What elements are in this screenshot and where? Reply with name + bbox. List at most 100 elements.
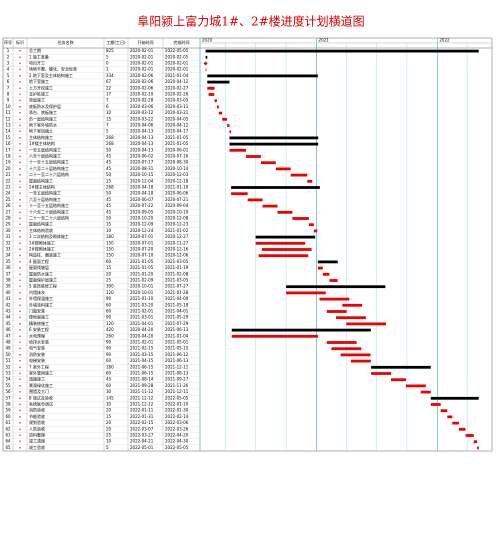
row-flag: ▾ [19, 198, 21, 202]
duration: 20 [106, 271, 112, 276]
row-flag: ▾ [19, 86, 21, 90]
task-name: 负一层结构施工 [29, 115, 57, 121]
duration: 420 [106, 327, 114, 332]
duration: 90 [106, 352, 112, 357]
task-name: 8 调试及验收 [29, 394, 53, 400]
finish-date: 2021-12-11 [165, 364, 189, 369]
row-id: 59 [5, 408, 11, 413]
row-id: 65 [5, 445, 11, 450]
duration: 17 [106, 92, 112, 97]
task-name: 十六至二十层结构施工 [29, 165, 69, 171]
row-id: 5 [7, 73, 10, 78]
task-name: 道路施工 [29, 376, 45, 382]
row-id: 11 [5, 110, 11, 115]
task-name: 电气安装 [29, 345, 45, 351]
start-date: 2020-04-13 [130, 129, 154, 134]
start-date: 2020-07-22 [130, 203, 154, 208]
row-id: 39 [5, 284, 11, 289]
task-bar [420, 390, 431, 394]
start-date: 2022-05-01 [130, 445, 154, 450]
row-id: 14 [5, 129, 11, 134]
start-date: 2021-03-20 [130, 302, 154, 307]
duration: 6 [106, 104, 109, 109]
start-date: 2020-12-09 [130, 222, 154, 227]
year-label: 2021 [319, 38, 330, 43]
row-id: 57 [5, 395, 11, 400]
task-bar [313, 229, 318, 233]
row-id: 61 [5, 420, 11, 425]
task-name: 外墙涂料施工 [29, 301, 53, 307]
row-flag: ▾ [19, 378, 21, 382]
duration: 120 [106, 321, 114, 326]
row-flag: ▾ [19, 372, 21, 376]
finish-date: 2020-10-14 [165, 166, 189, 171]
task-name: 一至五层结构施工 [29, 146, 61, 152]
duration: 50 [106, 216, 112, 221]
task-bar [290, 173, 308, 177]
task-name: 项目开工 [29, 60, 45, 66]
finish-date: 2021-06-12 [165, 352, 189, 357]
start-date: 2021-03-15 [130, 352, 154, 357]
duration: 268 [106, 141, 114, 146]
summary-bar [430, 396, 479, 400]
task-name: 4 屋面工程 [29, 258, 49, 264]
finish-date: 2021-02-08 [165, 271, 189, 276]
task-name: 地下室外墙防水 [29, 122, 57, 128]
row-id: 55 [5, 383, 11, 388]
start-date: 2020-02-01 [130, 54, 154, 59]
row-id: 16 [5, 141, 11, 146]
row-flag: ▾ [19, 186, 21, 190]
duration: 25 [106, 433, 112, 438]
finish-date: 2021-03-05 [165, 278, 189, 283]
row-id: 40 [5, 290, 11, 295]
task-bar [261, 248, 312, 251]
task-bar [452, 421, 459, 425]
duration: 5 [106, 129, 109, 134]
start-date: 2020-10-15 [130, 172, 154, 177]
task-bar [308, 223, 314, 227]
start-date: 2020-09-05 [130, 209, 154, 214]
finish-date: 2021-01-19 [165, 265, 189, 270]
duration: 260 [106, 333, 114, 338]
row-flag: ▾ [19, 334, 21, 338]
duration: 120 [106, 290, 114, 295]
task-name: 2 地下室及主体结构施工 [29, 72, 73, 78]
task-bar [222, 117, 228, 121]
row-flag: ▾ [19, 341, 21, 345]
finish-date: 2021-11-26 [165, 383, 189, 388]
start-date: 2020-04-06 [130, 123, 154, 128]
task-name: 一至五层结构施工 [29, 190, 61, 196]
task-name: 十六至二十层结构施工 [29, 208, 69, 214]
row-id: 34 [5, 253, 11, 258]
row-flag: ▾ [19, 105, 21, 109]
row-id: 41 [5, 296, 11, 301]
task-name: 2#楼砌体施工 [29, 246, 55, 252]
start-date: 2020-06-02 [130, 154, 154, 159]
task-name: 竣工清理 [29, 438, 45, 444]
finish-date: 2020-07-16 [165, 154, 189, 159]
duration: 1 [106, 67, 109, 72]
task-bar [430, 403, 441, 406]
row-flag: ▾ [19, 241, 21, 245]
task-name: 竣工验收 [29, 444, 45, 450]
row-flag: ▾ [19, 347, 21, 351]
row-id: 51 [5, 358, 11, 363]
task-name: 支护桩施工 [29, 91, 49, 97]
duration: 5 [106, 445, 109, 450]
finish-date: 2021-01-02 [165, 228, 189, 233]
finish-date: 2020-06-06 [165, 191, 189, 196]
duration: 20 [106, 408, 112, 413]
finish-date: 2021-01-04 [165, 73, 189, 78]
task-bar [214, 99, 217, 103]
row-id: 29 [5, 222, 11, 227]
duration: 45 [106, 154, 112, 159]
row-id: 18 [5, 154, 11, 159]
duration: 150 [106, 240, 114, 245]
start-date: 2021-09-28 [130, 383, 154, 388]
row-flag: ▾ [19, 310, 21, 314]
duration: 60 [106, 371, 112, 376]
milestone [203, 61, 208, 66]
task-bar [350, 359, 371, 363]
task-bar [346, 322, 387, 326]
duration: 50 [106, 147, 112, 152]
